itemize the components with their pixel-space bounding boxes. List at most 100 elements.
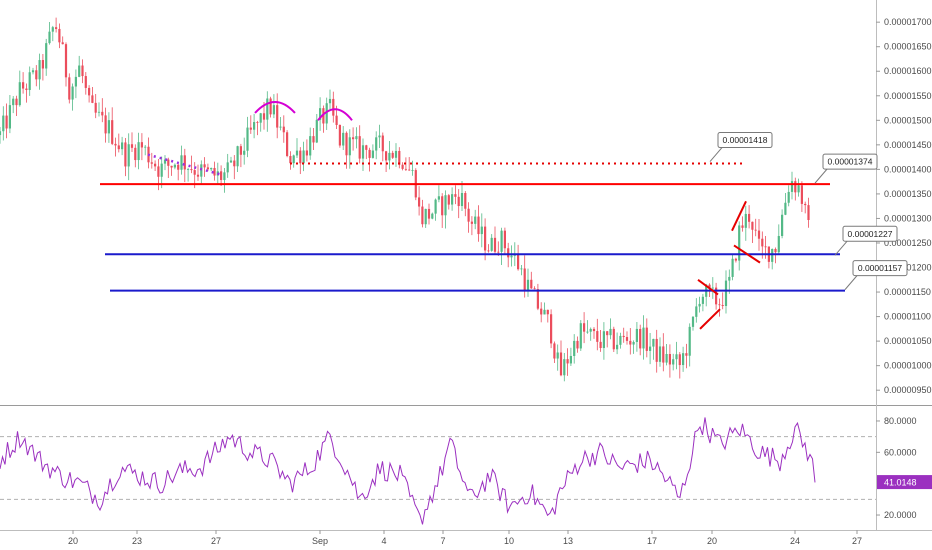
candle-body	[45, 43, 48, 69]
candle-body	[322, 108, 325, 124]
candle-body	[553, 343, 556, 359]
candle-body	[229, 160, 233, 163]
rsi-pane[interactable]	[0, 417, 876, 525]
candle-body	[286, 132, 289, 157]
candle-body	[467, 208, 470, 222]
candle-body	[223, 172, 226, 180]
rsi-axis[interactable]: 20.0000 60.0000 80.0000 41.0148	[876, 416, 932, 520]
candle-body	[444, 195, 447, 216]
candle-body	[0, 131, 2, 136]
candle-body	[107, 120, 110, 134]
candle-body	[84, 76, 87, 88]
candle-body	[520, 268, 523, 270]
support-resistance-levels	[100, 162, 845, 292]
candle-body	[543, 309, 546, 315]
candle-body	[206, 167, 209, 170]
candle-body	[355, 136, 358, 140]
candle-body	[668, 354, 671, 365]
candle-body	[173, 164, 176, 168]
candle-body	[655, 338, 658, 362]
candle-body	[470, 221, 473, 224]
candle-body	[124, 142, 127, 167]
candle-body	[698, 303, 701, 307]
candle-body	[546, 309, 549, 315]
candle-body	[807, 205, 810, 221]
candle-body	[213, 167, 216, 176]
pattern-drawings	[147, 100, 761, 330]
price-tick-label: 0.00001000	[884, 361, 932, 371]
price-pane[interactable]	[0, 17, 845, 382]
candle-body	[500, 230, 503, 252]
candle-body	[246, 127, 249, 151]
candle-body	[74, 76, 77, 87]
candle-body	[484, 226, 487, 251]
candle-body	[104, 115, 107, 134]
candle-body	[309, 136, 312, 156]
candle-body	[695, 306, 698, 317]
candle-body	[457, 196, 460, 207]
candle-body	[292, 155, 295, 164]
candle-body	[371, 150, 374, 158]
candle-body	[154, 163, 157, 167]
candle-body	[401, 164, 404, 169]
candle-body	[530, 279, 533, 289]
price-tick-label: 0.00001700	[884, 17, 932, 27]
candle-body	[635, 328, 638, 342]
candle-body	[441, 196, 444, 216]
candle-body	[18, 82, 21, 106]
candle-body	[523, 268, 526, 291]
candle-body	[540, 308, 543, 315]
rsi-line	[0, 417, 816, 525]
price-tick-label: 0.00001550	[884, 91, 932, 101]
candle-body	[411, 170, 414, 171]
candle-body	[781, 214, 784, 236]
candle-body	[662, 346, 665, 363]
callout-leader	[709, 147, 723, 162]
candle-body	[348, 137, 351, 156]
price-tick-label: 0.00001250	[884, 238, 932, 248]
callout-box	[842, 225, 898, 242]
candle-body	[31, 70, 35, 73]
candle-body	[754, 229, 757, 231]
candle-body	[685, 353, 688, 356]
candle-body	[381, 135, 384, 152]
candle-body	[764, 246, 767, 248]
candle-body	[121, 142, 124, 150]
candle-body	[460, 193, 464, 207]
candle-body	[226, 162, 229, 173]
candle-body	[751, 221, 754, 230]
candle-body	[715, 287, 718, 305]
candle-body	[253, 122, 256, 130]
price-tick-label: 0.00001200	[884, 263, 932, 273]
price-axis[interactable]: 0.00000950 0.00001000 0.00001050 0.00001100…	[876, 17, 932, 395]
candle-body	[269, 98, 272, 115]
candle-body	[579, 323, 582, 349]
candle-body	[649, 346, 652, 351]
candle-body	[305, 150, 308, 156]
callout-leader	[834, 240, 848, 256]
candle-body	[424, 208, 427, 225]
candle-body	[144, 146, 147, 148]
candle-body	[117, 145, 120, 150]
candle-body	[665, 354, 668, 363]
candle-body	[616, 344, 619, 350]
candle-body	[622, 335, 625, 338]
candle-body	[88, 87, 91, 96]
candle-body	[345, 132, 348, 156]
candle-body	[111, 120, 114, 144]
candle-body	[282, 126, 285, 133]
candle-body	[137, 142, 140, 161]
candle-body	[741, 225, 744, 228]
candle-body	[672, 359, 675, 365]
candle-body	[15, 98, 18, 106]
candle-body	[328, 98, 332, 104]
candle-body	[101, 111, 104, 116]
candle-body	[744, 213, 747, 228]
time-axis[interactable]: 20 23 27 Sep 4 7 10 13 17 20 24 27	[68, 530, 862, 546]
time-tick-label: 23	[132, 536, 142, 546]
price-tick-label: 0.00001650	[884, 42, 932, 52]
candle-body	[721, 305, 724, 307]
candle-body	[41, 60, 44, 69]
candle-body	[596, 331, 599, 342]
candle-body	[711, 287, 714, 289]
